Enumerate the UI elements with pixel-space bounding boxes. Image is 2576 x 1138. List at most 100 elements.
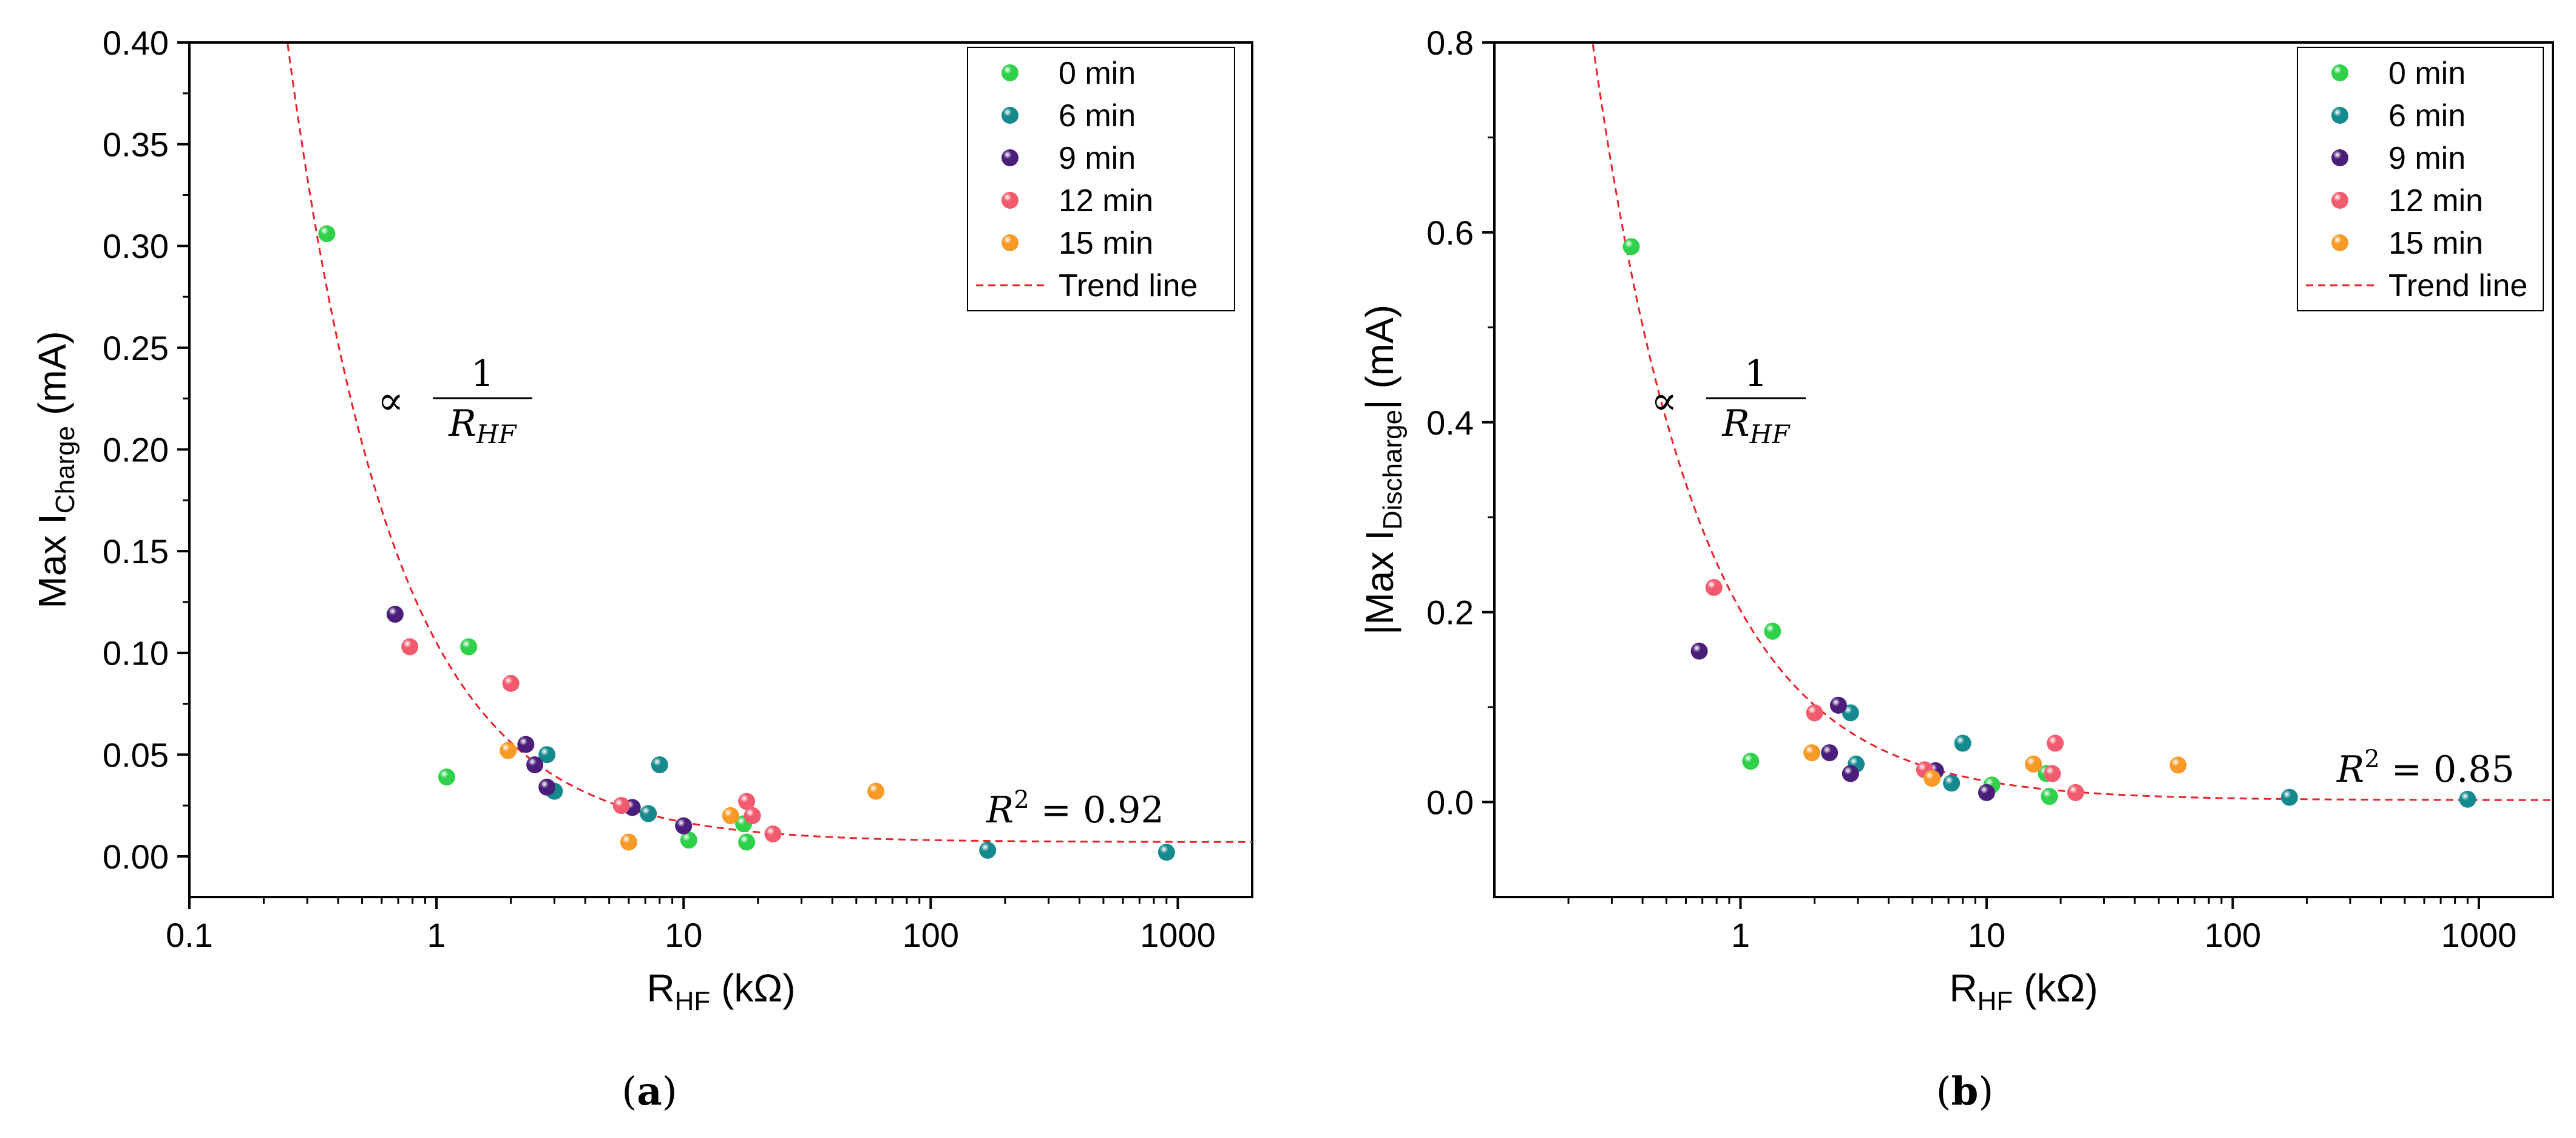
legend-label: Trend line	[2388, 268, 2527, 303]
panel-label: (a)	[622, 1069, 677, 1114]
y-tick-label: 0.8	[1426, 24, 1474, 62]
x-tick-label: 100	[903, 916, 959, 954]
data-point-0-min	[680, 831, 697, 849]
legend-label: 15 min	[2388, 226, 2483, 261]
trend-layer	[1591, 42, 2553, 801]
y-axis-label: Max ICharge (mA)	[30, 331, 80, 608]
x-axis-label: RHF (kΩ)	[1949, 966, 2098, 1016]
data-point-12-min	[2046, 734, 2064, 752]
points-layer	[1622, 238, 2476, 808]
legend-item: 6 min	[1002, 98, 1136, 134]
data-point-0-min	[2041, 788, 2058, 805]
legend-label: 15 min	[1059, 226, 1153, 261]
plot-frame	[1493, 41, 2554, 898]
fraction-numerator: 1	[471, 353, 494, 395]
data-point-12-min	[502, 675, 520, 692]
legend-box	[967, 47, 1235, 311]
data-point-15-min	[2169, 756, 2187, 774]
y-axis: 0.0 0.2 0.4 0.6 0.8	[1426, 24, 1494, 822]
fraction-numerator: 1	[1744, 353, 1768, 395]
data-point-15-min	[1803, 744, 1821, 762]
data-point-12-min	[738, 793, 756, 810]
data-point-6-min	[640, 805, 657, 822]
legend-item: 6 min	[2331, 98, 2466, 134]
data-point-9-min	[1829, 696, 1847, 714]
y-tick-label: 0.0	[1426, 784, 1474, 822]
x-tick-label: 1	[427, 916, 446, 954]
data-point-6-min	[538, 746, 556, 764]
data-point-6-min	[2459, 790, 2476, 808]
legend-label: 0 min	[1059, 56, 1136, 91]
data-point-6-min	[1943, 774, 1961, 792]
trend-line	[1591, 42, 2553, 801]
legend-marker	[1002, 107, 1019, 124]
data-point-15-min	[1924, 770, 1941, 787]
x-axis-label: RHF (kΩ)	[646, 966, 795, 1016]
legend: 0 min 6 min 9 min 12 min 15 min Trend line	[967, 47, 1235, 311]
legend-label: 6 min	[2388, 98, 2466, 134]
data-point-0-min	[1622, 238, 1640, 256]
legend-marker	[1002, 234, 1019, 251]
data-point-15-min	[2025, 755, 2042, 773]
y-tick-label: 0.05	[103, 736, 169, 774]
legend-marker	[2331, 107, 2348, 124]
x-tick-label: 1	[1731, 916, 1750, 954]
r-squared-annotation: R2 = 0.92	[986, 786, 1164, 831]
x-tick-label: 10	[665, 916, 702, 954]
y-tick-label: 0.30	[103, 227, 169, 265]
data-point-9-min	[538, 778, 556, 796]
fraction-denominator: RHF	[1722, 402, 1791, 449]
legend-item: 9 min	[1002, 141, 1136, 176]
legend-marker	[1002, 149, 1019, 166]
data-point-6-min	[1158, 844, 1175, 861]
data-point-9-min	[1978, 784, 1995, 801]
y-tick-label: 0.20	[103, 430, 169, 469]
data-point-15-min	[620, 833, 637, 851]
y-tick-label: 0.35	[103, 126, 169, 164]
points-layer	[318, 225, 1175, 861]
legend-label: 12 min	[1059, 183, 1153, 218]
data-point-0-min	[460, 638, 478, 655]
data-point-12-min	[401, 638, 419, 655]
chart-b: 1 10 100 1000 0.0 0.2 0.4 0.6 0.8 0 min 6 min 9 m…	[1358, 24, 2554, 1114]
data-point-6-min	[979, 841, 997, 859]
y-tick-label: 0.15	[103, 532, 169, 571]
data-point-9-min	[517, 736, 535, 753]
legend-label: 9 min	[1059, 141, 1136, 176]
data-point-6-min	[1954, 734, 1971, 752]
chart-a: 0.1 1 10 100 1000 0.000.050.100.150.200.250.…	[30, 24, 1253, 1114]
data-point-12-min	[612, 797, 630, 815]
legend-marker	[1002, 192, 1019, 209]
x-tick-label: 100	[2205, 916, 2261, 954]
data-point-12-min	[1806, 704, 1823, 722]
data-point-9-min	[386, 606, 404, 623]
legend-box	[2297, 47, 2544, 311]
proportional-symbol: ∝	[378, 379, 404, 424]
legend-item: 15 min	[2331, 226, 2483, 261]
legend-marker	[2331, 234, 2348, 251]
proportional-annotation: ∝ 1 RHF	[378, 353, 532, 449]
legend-marker	[2331, 64, 2348, 81]
y-tick-label: 0.4	[1426, 404, 1474, 442]
data-point-9-min	[1821, 744, 1839, 762]
data-point-9-min	[526, 756, 544, 774]
legend-marker	[2331, 192, 2348, 209]
x-tick-label: 1000	[2441, 916, 2517, 954]
x-axis: 0.1 1 10 100 1000	[166, 897, 1216, 954]
data-point-6-min	[1842, 704, 1859, 722]
legend-item: 12 min	[2331, 183, 2483, 218]
data-point-0-min	[318, 225, 336, 243]
legend-label: 12 min	[2388, 183, 2483, 218]
proportional-annotation: ∝ 1 RHF	[1651, 353, 1806, 449]
data-point-9-min	[1842, 765, 1859, 782]
legend-marker	[2331, 149, 2348, 166]
data-point-15-min	[500, 742, 517, 759]
y-tick-label: 0.2	[1426, 594, 1474, 632]
legend-marker	[1002, 64, 1019, 81]
trend-layer	[286, 42, 1252, 843]
legend-label: 0 min	[2388, 56, 2466, 91]
data-point-6-min	[2280, 788, 2298, 806]
x-tick-label: 1000	[1140, 916, 1216, 954]
data-point-0-min	[738, 833, 756, 851]
